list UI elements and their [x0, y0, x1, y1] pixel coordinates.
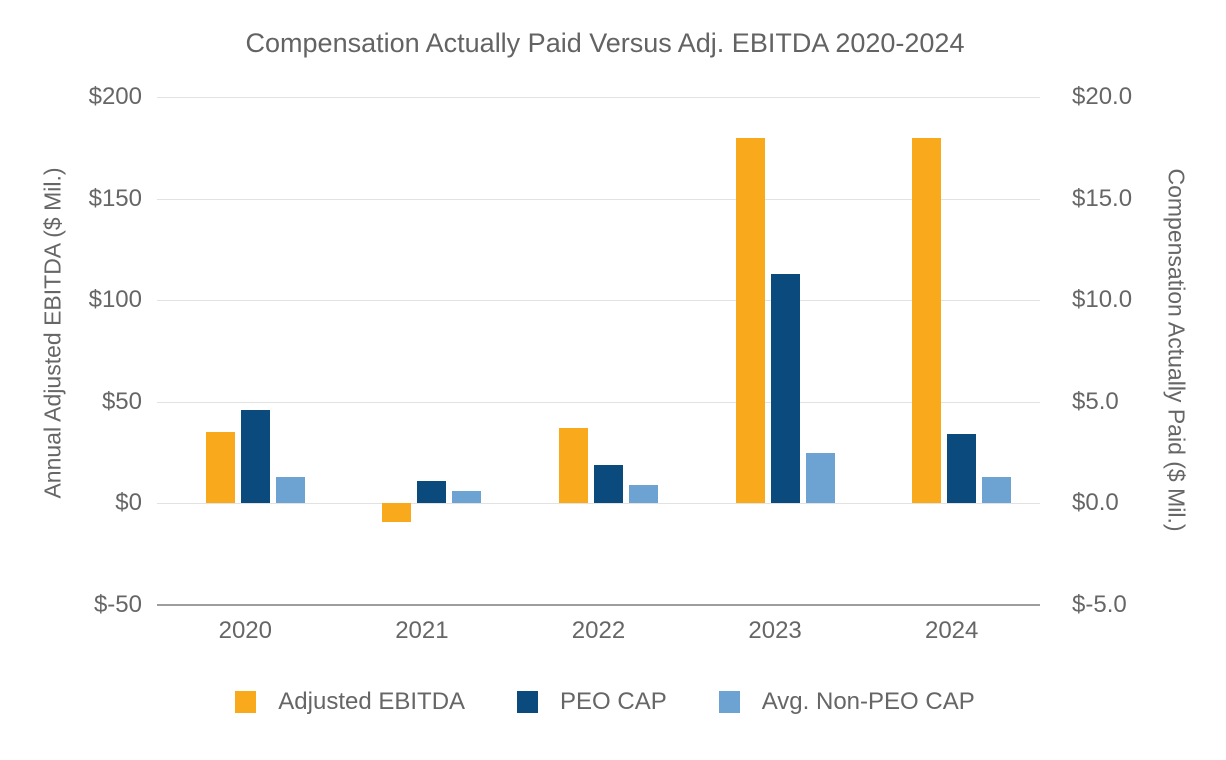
right-tick-label: $10.0: [1072, 286, 1133, 314]
chart-title: Compensation Actually Paid Versus Adj. E…: [245, 28, 965, 58]
left-tick-label: $50: [101, 387, 142, 415]
bar-avg-non-peo-cap-2021: [452, 491, 482, 504]
bar-adjusted-ebitda-2024: [912, 137, 942, 504]
bar-peo-cap-2020: [240, 409, 270, 504]
legend-swatch: [517, 691, 539, 713]
gridline: [157, 198, 1040, 200]
legend-label: Avg. Non-PEO CAP: [761, 688, 975, 715]
bar-peo-cap-2021: [417, 481, 447, 504]
bar-peo-cap-2022: [594, 464, 623, 504]
bar-avg-non-peo-cap-2020: [275, 476, 305, 504]
right-axis-title: Compensation Actually Paid ($ Mil.): [1163, 168, 1190, 532]
bar-peo-cap-2024: [947, 434, 977, 504]
bar-adjusted-ebitda-2021: [382, 503, 412, 522]
left-tick-label: $100: [88, 286, 142, 314]
legend-item-avg-non-peo-cap: Avg. Non-PEO CAP: [718, 688, 975, 716]
right-tick-label: $20.0: [1072, 83, 1133, 110]
gridline: [157, 503, 1040, 505]
bar-peo-cap-2023: [770, 273, 800, 504]
left-tick-label: $0: [115, 489, 142, 517]
legend-item-peo-cap: PEO CAP: [517, 688, 667, 716]
bar-adjusted-ebitda-2022: [559, 428, 588, 504]
bar-adjusted-ebitda-2023: [735, 137, 765, 504]
legend: Adjusted EBITDA PEO CAP Avg. Non-PEO CAP: [0, 688, 1210, 716]
right-tick-label: $5.0: [1072, 387, 1119, 415]
legend-swatch: [718, 691, 740, 713]
gridline: [157, 97, 1040, 98]
left-tick-label: $200: [88, 83, 142, 110]
x-axis-label-2021: 2021: [395, 617, 449, 644]
right-tick-label: $0.0: [1072, 489, 1119, 517]
x-axis-label-2023: 2023: [748, 617, 802, 644]
bar-adjusted-ebitda-2020: [205, 432, 235, 504]
gridline: [157, 300, 1040, 302]
legend-item-adjusted-ebitda: Adjusted EBITDA: [235, 688, 465, 716]
right-tick-label: $15.0: [1072, 184, 1133, 212]
x-axis-label-2024: 2024: [924, 617, 979, 644]
legend-label: PEO CAP: [560, 688, 667, 715]
legend-label: Adjusted EBITDA: [278, 688, 466, 715]
left-tick-label: $150: [88, 184, 142, 212]
legend-swatch: [235, 691, 257, 713]
bar-avg-non-peo-cap-2024: [982, 476, 1012, 504]
bar-avg-non-peo-cap-2022: [629, 485, 658, 504]
gridline: [157, 401, 1040, 403]
plot-area: [157, 97, 1040, 606]
x-axis-line: [157, 604, 1040, 606]
bar-avg-non-peo-cap-2023: [805, 452, 835, 504]
left-tick-label: $-50: [93, 591, 142, 618]
right-tick-label: $-5.0: [1072, 591, 1127, 618]
left-axis-title: Annual Adjusted EBITDA ($ Mil.): [39, 167, 66, 499]
x-axis-label-2020: 2020: [218, 617, 272, 644]
x-axis-label-2022: 2022: [571, 617, 626, 644]
